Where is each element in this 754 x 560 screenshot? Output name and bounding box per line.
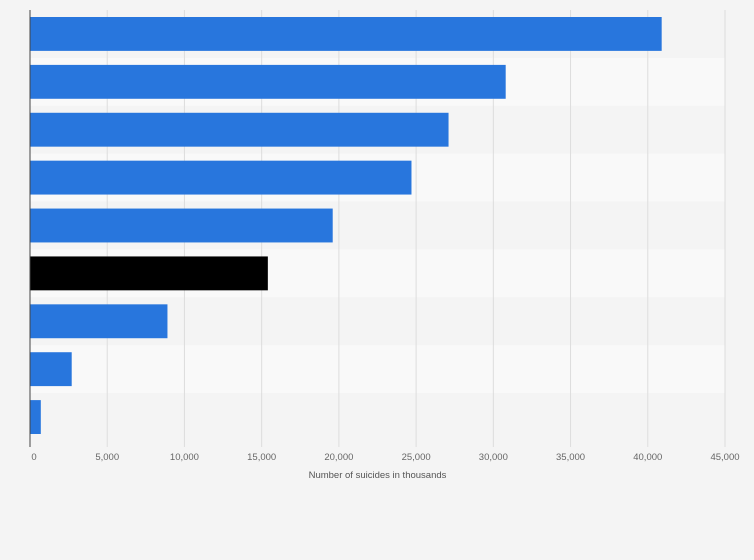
x-axis-title: Number of suicides in thousands — [309, 470, 447, 481]
x-tick-label: 45,000 — [710, 452, 739, 463]
row-band — [30, 393, 725, 441]
row-band — [30, 345, 725, 394]
bar — [30, 64, 506, 99]
x-tick-labels: 0 5,000 10,000 15,000 20,000 25,000 30,000 35,0… — [31, 452, 739, 463]
bar — [30, 352, 72, 387]
bar — [30, 160, 412, 195]
x-tick-label: 0 — [31, 452, 36, 463]
x-tick-label: 35,000 — [556, 452, 585, 463]
x-tick-label: 10,000 — [170, 452, 199, 463]
x-tick-label: 20,000 — [324, 452, 353, 463]
bar — [30, 17, 662, 51]
bar — [30, 304, 168, 339]
bar — [30, 256, 268, 291]
bar — [30, 208, 333, 243]
bars — [30, 17, 662, 434]
x-tick-label: 5,000 — [95, 452, 119, 463]
bar — [30, 400, 41, 434]
x-tick-label: 40,000 — [633, 452, 662, 463]
x-tick-label: 25,000 — [402, 452, 431, 463]
x-tick-label: 30,000 — [479, 452, 508, 463]
bar — [30, 112, 449, 147]
x-tick-label: 15,000 — [247, 452, 276, 463]
